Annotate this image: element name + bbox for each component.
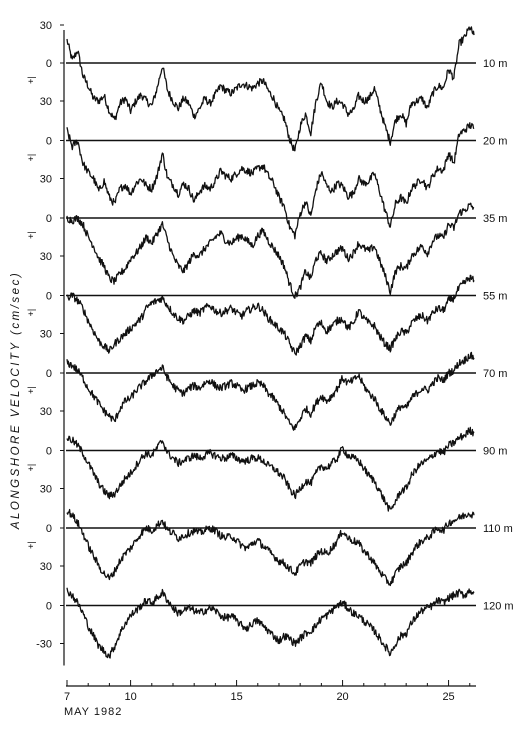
trace-70m — [66, 351, 475, 431]
y-axis-label: ALONGSHORE VELOCITY (cm/sec) — [10, 271, 22, 530]
pm-tick-label: +| — [26, 154, 36, 162]
trace-120m — [66, 587, 475, 659]
depth-label-70m: 70 m — [483, 368, 507, 380]
y-tick-label: -30 — [36, 639, 52, 651]
velocity-traces — [66, 26, 475, 659]
y-axis-title: ALONGSHORE VELOCITY (cm/sec) — [10, 271, 22, 530]
y-tick-label: 30 — [40, 561, 52, 573]
y-tick-label: 0 — [46, 58, 52, 70]
depth-label-35m: 35 m — [483, 213, 507, 225]
y-axis: 30 0 +| 30 0 +| 30 0 +| 30 0 +| 30 0 +| 30 0 +| 30 0 +| 30 0 -3… — [26, 20, 65, 666]
trace-90m — [66, 426, 475, 512]
y-tick-label: 30 — [40, 174, 52, 186]
depth-label-10m: 10 m — [483, 58, 507, 70]
y-tick-label: 0 — [46, 291, 52, 303]
y-tick-label: 0 — [46, 136, 52, 148]
depth-label-55m: 55 m — [483, 291, 507, 303]
x-axis: 7 10 15 20 25 — [64, 680, 476, 703]
x-tick-label: 15 — [230, 691, 242, 703]
depth-label-110m: 110 m — [483, 523, 513, 535]
y-tick-label: 0 — [46, 601, 52, 613]
pm-tick-label: +| — [26, 76, 36, 84]
x-tick-label: 25 — [442, 691, 454, 703]
y-tick-label: 0 — [46, 446, 52, 458]
depth-labels: 10 m 20 m 35 m 55 m 70 m 90 m 110 m 120 m — [483, 58, 514, 613]
trace-10m — [66, 26, 475, 152]
depth-label-20m: 20 m — [483, 136, 507, 148]
y-tick-label: 0 — [46, 213, 52, 225]
trace-110m — [66, 508, 475, 587]
pm-tick-label: +| — [26, 309, 36, 317]
y-tick-label: 30 — [40, 251, 52, 263]
x-tick-label: 7 — [64, 691, 70, 703]
y-tick-label: 30 — [40, 329, 52, 341]
trace-35m — [66, 202, 475, 299]
depth-label-90m: 90 m — [483, 446, 507, 458]
pm-tick-label: +| — [26, 386, 36, 394]
zero-baselines — [66, 62, 476, 607]
pm-tick-label: +| — [26, 231, 36, 239]
pm-tick-label: +| — [26, 541, 36, 549]
pm-tick-label: +| — [26, 464, 36, 472]
y-tick-label: 0 — [46, 368, 52, 380]
trace-55m — [66, 274, 475, 356]
y-tick-label: 0 — [46, 523, 52, 535]
y-tick-label: 30 — [40, 484, 52, 496]
y-tick-label: 30 — [40, 20, 52, 32]
date-label: MAY 1982 — [64, 706, 122, 718]
depth-label-120m: 120 m — [483, 601, 514, 613]
y-tick-label: 30 — [40, 406, 52, 418]
x-tick-label: 20 — [336, 691, 348, 703]
x-tick-label: 10 — [124, 691, 136, 703]
trace-20m — [66, 122, 475, 240]
y-tick-label: 30 — [40, 96, 52, 108]
